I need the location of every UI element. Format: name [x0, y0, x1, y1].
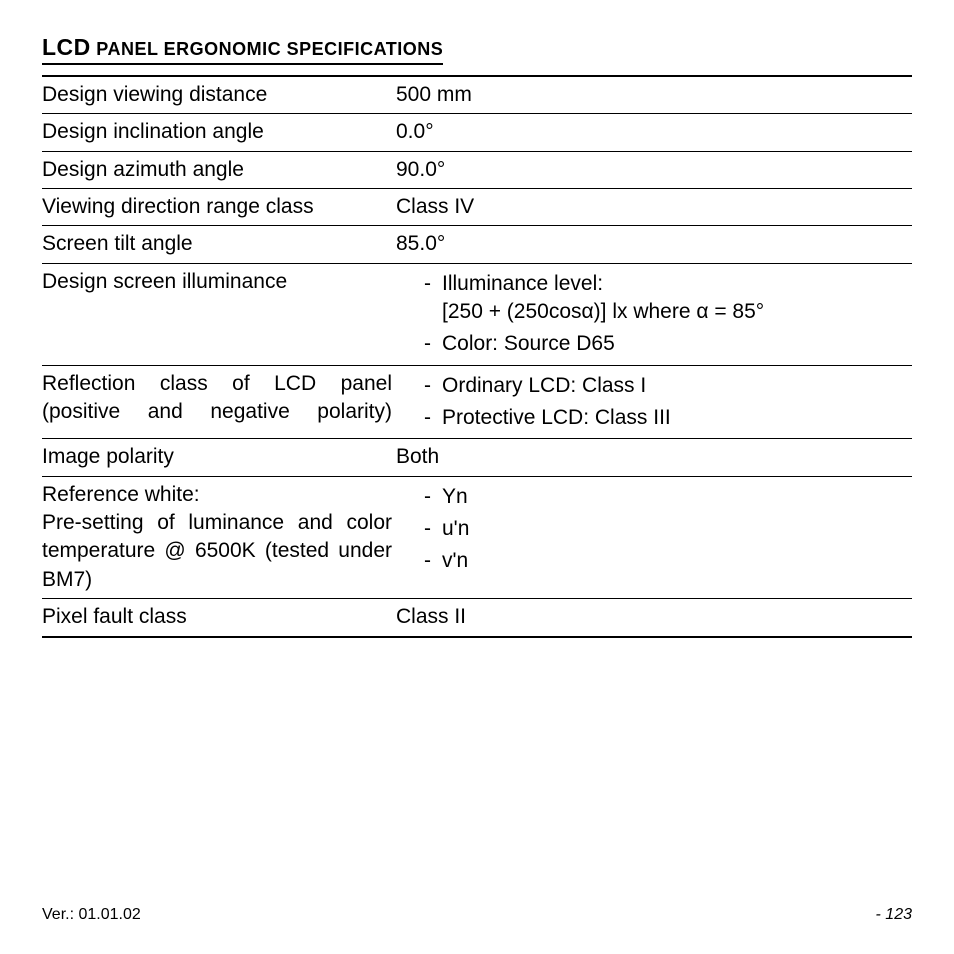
table-row: Pixel fault class Class II — [42, 599, 912, 637]
section-heading: LCD PANEL ERGONOMIC SPECIFICATIONS — [42, 34, 443, 65]
list-item-text: u'n — [442, 517, 469, 540]
table-row: Design inclination angle 0.0° — [42, 114, 912, 151]
spec-value: Yn u'n v'n — [396, 476, 912, 598]
spec-value: Illuminance level: [250 + (250cosα)] lx … — [396, 263, 912, 365]
spec-label: Image polarity — [42, 439, 396, 476]
table-row: Reflection class of LCD panel (positive … — [42, 365, 912, 439]
spec-value: Class IV — [396, 189, 912, 226]
spec-label: Design inclination angle — [42, 114, 396, 151]
list-item: v'n — [424, 545, 908, 577]
table-row: Screen tilt angle 85.0° — [42, 226, 912, 263]
spec-label-text: Reflection class of LCD panel (positive … — [42, 370, 392, 427]
spec-label: Design screen illuminance — [42, 263, 396, 365]
list-item: u'n — [424, 513, 908, 545]
page: LCD PANEL ERGONOMIC SPECIFICATIONS Desig… — [0, 0, 954, 954]
list-item: Illuminance level: [250 + (250cosα)] lx … — [424, 268, 908, 329]
spec-value: Ordinary LCD: Class I Protective LCD: Cl… — [396, 365, 912, 439]
version-label: Ver.: 01.01.02 — [42, 906, 141, 924]
spec-value: 85.0° — [396, 226, 912, 263]
spec-label: Reference white: Pre-setting of luminanc… — [42, 476, 396, 598]
page-number: - 123 — [876, 906, 912, 924]
list-item-text: [250 + (250cosα)] lx where α = 85° — [442, 300, 764, 323]
spec-label: Design viewing distance — [42, 76, 396, 114]
list-item: Protective LCD: Class III — [424, 402, 908, 434]
spec-label-line2: Pre-setting of luminance and color tempe… — [42, 509, 392, 594]
spec-label: Design azimuth angle — [42, 151, 396, 188]
table-row: Design azimuth angle 90.0° — [42, 151, 912, 188]
table-row: Image polarity Both — [42, 439, 912, 476]
spec-table: Design viewing distance 500 mm Design in… — [42, 75, 912, 638]
heading-rest: PANEL ERGONOMIC SPECIFICATIONS — [91, 39, 444, 59]
list-item: Color: Source D65 — [424, 328, 908, 360]
page-prefix: - — [876, 906, 886, 923]
value-list: Yn u'n v'n — [396, 481, 908, 578]
spec-value: 90.0° — [396, 151, 912, 188]
spec-label-line1: Reference white: — [42, 481, 392, 509]
list-item-text: Ordinary LCD: Class I — [442, 374, 646, 397]
spec-value: 0.0° — [396, 114, 912, 151]
list-item: Ordinary LCD: Class I — [424, 370, 908, 402]
spec-value: 500 mm — [396, 76, 912, 114]
spec-label: Pixel fault class — [42, 599, 396, 637]
heading-lcd: LCD — [42, 34, 91, 60]
list-item-text: v'n — [442, 549, 468, 572]
list-item-text: Yn — [442, 485, 468, 508]
table-row: Design viewing distance 500 mm — [42, 76, 912, 114]
spec-value: Both — [396, 439, 912, 476]
list-item-text: Protective LCD: Class III — [442, 406, 671, 429]
table-row: Design screen illuminance Illuminance le… — [42, 263, 912, 365]
spec-label: Reflection class of LCD panel (positive … — [42, 365, 396, 439]
page-footer: Ver.: 01.01.02 - 123 — [42, 906, 912, 924]
page-number-value: 123 — [885, 906, 912, 923]
spec-label: Viewing direction range class — [42, 189, 396, 226]
table-row: Reference white: Pre-setting of luminanc… — [42, 476, 912, 598]
spec-label: Screen tilt angle — [42, 226, 396, 263]
list-item-text: Illuminance level: — [442, 272, 603, 295]
list-item: Yn — [424, 481, 908, 513]
value-list: Ordinary LCD: Class I Protective LCD: Cl… — [396, 370, 908, 435]
value-list: Illuminance level: [250 + (250cosα)] lx … — [396, 268, 908, 361]
table-row: Viewing direction range class Class IV — [42, 189, 912, 226]
list-item-text: Color: Source D65 — [442, 332, 615, 355]
spec-value: Class II — [396, 599, 912, 637]
